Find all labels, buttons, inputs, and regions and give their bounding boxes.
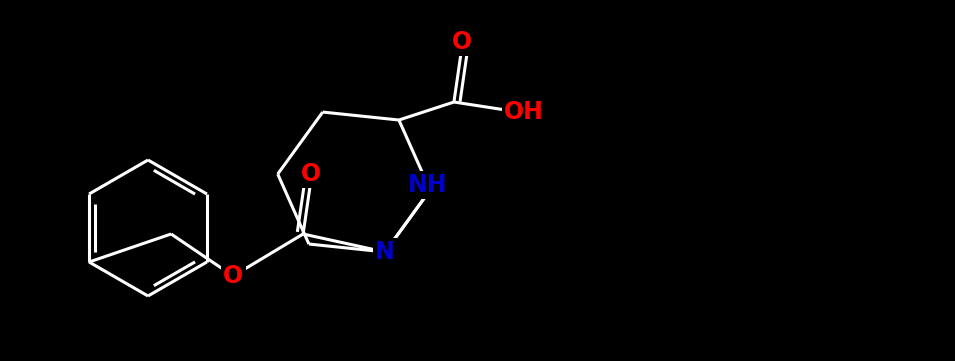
Text: O: O xyxy=(223,264,244,288)
Text: OH: OH xyxy=(504,100,543,124)
Text: O: O xyxy=(301,162,321,186)
Text: N: N xyxy=(375,240,395,264)
Text: O: O xyxy=(452,30,472,54)
Text: NH: NH xyxy=(409,173,448,197)
